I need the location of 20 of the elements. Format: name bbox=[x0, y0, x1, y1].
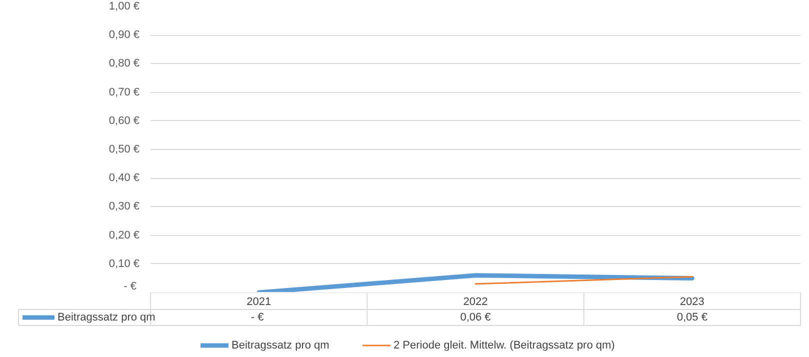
data-label: - € bbox=[250, 312, 264, 324]
y-tick-label: 1,00 € bbox=[108, 0, 140, 12]
data-label: 0,06 € bbox=[460, 312, 491, 324]
x-tick-label: 2022 bbox=[463, 296, 488, 308]
y-tick-label: - € bbox=[124, 280, 136, 292]
data-label: 0,05 € bbox=[676, 312, 708, 324]
y-tick-label: 0,30 € bbox=[108, 200, 140, 213]
legend-label: Beitragssatz pro qm bbox=[232, 340, 330, 352]
y-tick-label: 0,50 € bbox=[108, 144, 140, 156]
y-tick-label: 0,20 € bbox=[108, 229, 140, 242]
x-tick-label: 2021 bbox=[246, 296, 272, 308]
text: Beitragssatz pro qm bbox=[58, 312, 156, 324]
y-tick-label: 0,70 € bbox=[108, 86, 140, 98]
y-tick-label: 0,90 € bbox=[108, 29, 140, 42]
x-tick-label: 2023 bbox=[680, 296, 704, 308]
y-tick-label: 0,60 € bbox=[108, 114, 140, 127]
y-tick-label: 0,80 € bbox=[108, 58, 140, 70]
legend-label: 2 Periode gleit. Mittelw. (Beitragssatz pro qm) bbox=[394, 340, 615, 352]
y-tick-label: 0,40 € bbox=[108, 172, 140, 184]
y-tick-label: 0,10 € bbox=[108, 258, 140, 270]
